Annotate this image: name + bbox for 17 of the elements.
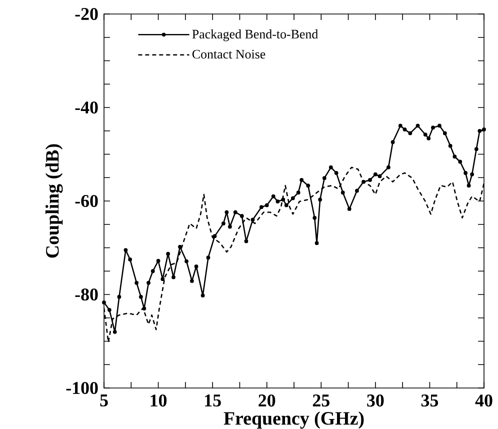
x-tick-label: 25 <box>312 394 330 407</box>
y-tick-label: -60 <box>75 194 98 208</box>
x-tick-label: 35 <box>421 394 438 407</box>
y-tick-label: -40 <box>75 101 98 114</box>
legend-label: Contact Noise <box>192 50 266 59</box>
y-tick-label: -100 <box>66 382 98 394</box>
x-tick-label: 30 <box>367 394 384 407</box>
y-axis-title: Coupling (dB) <box>45 144 63 258</box>
x-axis-title: Frequency (GHz) <box>224 411 364 429</box>
legend-label: Packaged Bend-to-Bend <box>192 29 318 42</box>
x-tick-label: 40 <box>475 394 492 407</box>
x-tick-label: 15 <box>205 394 221 407</box>
x-tick-label: 20 <box>258 394 276 407</box>
y-tick-label: -80 <box>75 288 98 301</box>
y-tick-label: -20 <box>75 8 98 20</box>
x-tick-label: 5 <box>100 394 108 406</box>
x-tick-label: 10 <box>150 394 167 407</box>
